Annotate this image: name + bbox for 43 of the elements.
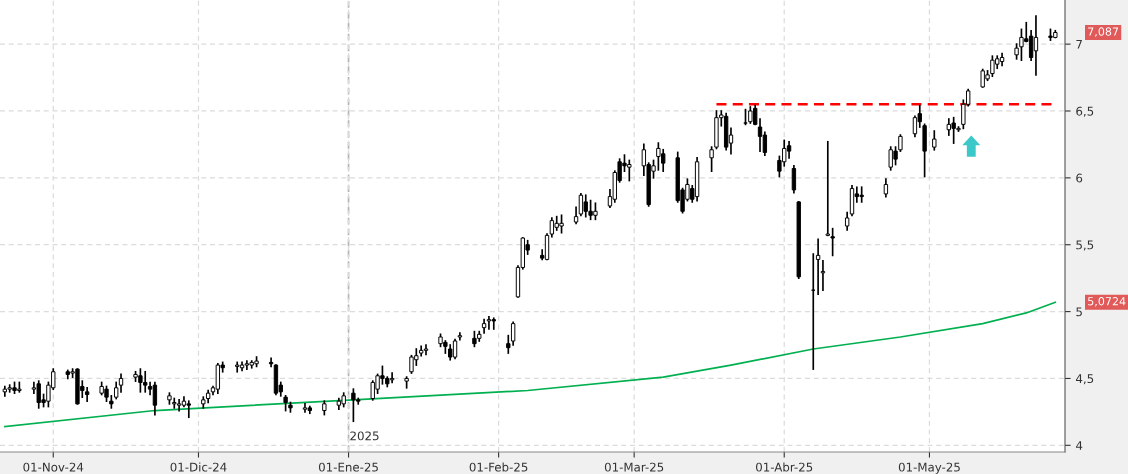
candlestick bbox=[815, 238, 821, 296]
y-tick-label: 7 bbox=[1076, 40, 1082, 49]
y-tick-label: 4 bbox=[1075, 441, 1083, 450]
candlestick bbox=[1033, 15, 1039, 76]
candlestick bbox=[452, 338, 458, 360]
candlestick bbox=[912, 115, 918, 138]
y-tick-label: 4,5 bbox=[1075, 374, 1094, 385]
candlestick bbox=[791, 164, 797, 194]
candlestick bbox=[578, 193, 584, 217]
line-series bbox=[4, 301, 1057, 428]
x-tick-label: 01-Ene-25 bbox=[318, 462, 378, 472]
x-tick-label: 01-Mar-25 bbox=[604, 462, 664, 472]
text: 5,0724 bbox=[1088, 297, 1126, 307]
candlestick bbox=[302, 403, 308, 413]
candlestick bbox=[244, 360, 250, 370]
candlestick bbox=[84, 386, 90, 403]
candlestick bbox=[1028, 29, 1034, 62]
x-tick-label: 01-Nov-24 bbox=[23, 462, 84, 472]
y-tick-label: 6 bbox=[1076, 173, 1083, 183]
x-tick-label: 01-May-25 bbox=[898, 462, 960, 474]
candlestick bbox=[176, 399, 182, 412]
candlestick bbox=[510, 321, 516, 346]
candlestick bbox=[491, 317, 496, 330]
y-tick-label: 5 bbox=[1076, 307, 1082, 317]
candlestick bbox=[825, 140, 830, 237]
y-tick-label: 6,5 bbox=[1076, 106, 1094, 117]
candlestick bbox=[481, 318, 487, 334]
x-tick-label: 01-Dic-24 bbox=[170, 462, 227, 472]
x-tick-label: 01-Abr-25 bbox=[756, 462, 813, 472]
text: 7,087 bbox=[1088, 27, 1119, 37]
candlestick bbox=[932, 130, 937, 151]
candlestick bbox=[152, 381, 158, 416]
candlestick bbox=[186, 400, 191, 419]
candlestick bbox=[830, 227, 835, 257]
candlestick bbox=[235, 361, 240, 373]
x-tick-label: 01-Feb-25 bbox=[469, 462, 528, 472]
candlestick bbox=[549, 217, 555, 238]
candlestick bbox=[486, 316, 492, 330]
candlestick bbox=[423, 344, 429, 356]
ref-line-label: 2025 bbox=[350, 431, 379, 441]
candlestick bbox=[709, 146, 714, 173]
candlestick bbox=[457, 332, 463, 341]
y-tick-label: 5,5 bbox=[1076, 240, 1094, 251]
